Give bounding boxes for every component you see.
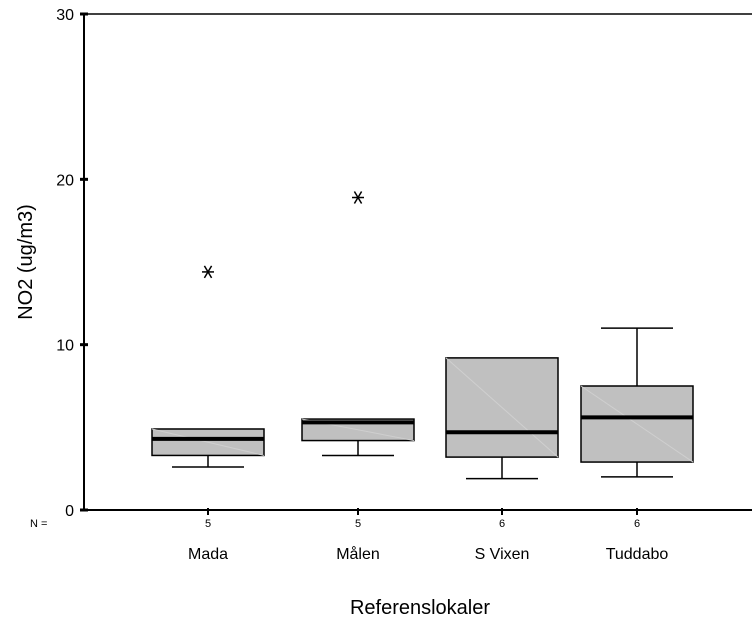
category-label: S Vixen [475, 546, 530, 563]
box-sheen [580, 385, 694, 463]
y-ticks: 0 10 20 30 [56, 7, 88, 520]
box-sheen [445, 357, 559, 458]
y-tick-label: 10 [56, 338, 74, 355]
n-labels: N = 5 5 6 6 [30, 518, 640, 530]
category-label: Målen [336, 545, 380, 563]
box-group [301, 191, 415, 457]
outlier-marker [202, 265, 214, 279]
x-axis-title: Referenslokaler [350, 597, 490, 619]
axes [83, 13, 752, 511]
category-label: Mada [188, 546, 228, 563]
n-prefix-label: N = [30, 518, 47, 530]
y-axis-title: NO2 (ug/m3) [15, 204, 37, 320]
outlier-stroke [203, 265, 213, 279]
outlier-marker [352, 191, 364, 204]
category-labels: Mada Målen S Vixen Tuddabo [188, 545, 668, 563]
n-count-label: 6 [634, 518, 640, 530]
box-group [151, 265, 265, 468]
n-count-label: 6 [499, 518, 505, 530]
y-tick-label: 0 [65, 503, 74, 520]
n-count-label: 5 [355, 518, 361, 530]
y-tick-label: 20 [56, 172, 74, 189]
n-count-label: 5 [205, 518, 211, 530]
box-sheen [151, 428, 265, 456]
box-group [580, 327, 694, 478]
y-tick-label: 30 [56, 7, 74, 24]
box-group [445, 357, 559, 480]
boxes [151, 191, 694, 515]
outlier-stroke [353, 191, 363, 204]
category-label: Tuddabo [606, 546, 669, 563]
